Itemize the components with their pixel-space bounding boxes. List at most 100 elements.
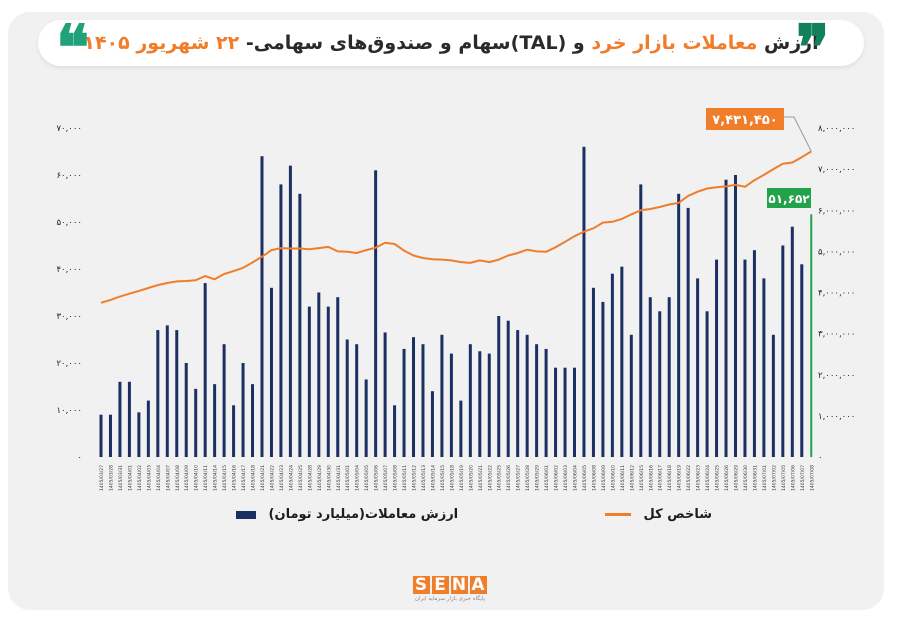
x-axis-tick-label: 1405/04/11: [203, 465, 209, 491]
bar: [752, 250, 756, 457]
x-axis-tick-label: 1405/05/06: [374, 465, 380, 491]
x-axis-tick-label: 1405/06/09: [601, 465, 607, 491]
index-callout-leader: [784, 116, 812, 152]
bar: [184, 363, 188, 457]
x-axis-tick-label: 1405/04/30: [326, 465, 332, 491]
bar: [241, 363, 245, 457]
bar: [610, 273, 614, 457]
x-axis-tick-label: 1405/04/24: [288, 465, 294, 491]
left-axis-tick-label: ۳۰,۰۰۰: [56, 312, 82, 322]
bar: [639, 184, 643, 457]
x-axis-tick-label: 1405/06/23: [696, 465, 702, 491]
bar: [317, 292, 321, 457]
x-axis-tick-label: 1405/04/29: [317, 465, 323, 491]
x-axis-tick-label: 1405/04/28: [307, 465, 313, 491]
x-axis-tick-label: 1405/05/11: [402, 465, 408, 491]
x-axis-tick-label: 1405/05/22: [487, 465, 493, 491]
x-axis-tick-label: 1405/04/02: [137, 465, 143, 491]
bar: [279, 184, 283, 457]
bar: [724, 179, 728, 457]
bar: [99, 414, 103, 457]
left-axis-tick-label: ۷۰,۰۰۰: [56, 124, 82, 134]
bar: [516, 330, 520, 457]
bar: [146, 400, 150, 457]
bar: [715, 259, 719, 457]
x-axis-tick-label: 1405/05/15: [440, 465, 446, 491]
bar: [402, 348, 406, 457]
bar: [535, 344, 539, 457]
bar: [629, 334, 633, 457]
bar: [733, 175, 737, 457]
x-axis-tick-label: 1405/03/28: [108, 465, 114, 491]
x-axis-tick-label: 1405/05/26: [506, 465, 512, 491]
bar: [440, 334, 444, 457]
bar: [762, 278, 766, 457]
right-axis-tick-label: ۱,۰۰۰,۰۰۰: [818, 412, 855, 422]
left-axis-tick-label: ۶۰,۰۰۰: [56, 171, 82, 181]
x-axis-tick-label: 1405/04/09: [184, 465, 190, 491]
chart-title: ارزش معاملات بازار خرد و (TAL)سهام و صند…: [38, 20, 864, 66]
bar: [686, 207, 690, 457]
logo-letter: N: [451, 575, 468, 595]
x-axis-tick-label: 1405/04/23: [279, 465, 285, 491]
bar: [137, 412, 141, 457]
bar: [430, 391, 434, 457]
bar: [156, 330, 160, 457]
bar: [705, 311, 709, 457]
legend-bars-swatch: [236, 510, 256, 519]
bar: [506, 320, 510, 457]
bar: [421, 344, 425, 457]
right-axis-tick-label: ۸,۰۰۰,۰۰۰: [818, 124, 855, 134]
x-axis-tick-label: 1405/06/02: [554, 465, 560, 491]
x-axis-tick-label: 1405/06/30: [743, 465, 749, 491]
left-axis-tick-label: ۰: [77, 453, 82, 463]
logo-tagline: پایگاه خبری بازار سرمایه ایران: [414, 596, 486, 602]
right-axis-tick-label: ۷,۰۰۰,۰۰۰: [818, 165, 855, 175]
bar: [554, 367, 558, 457]
bar: [648, 297, 652, 457]
legend-line-swatch: [605, 513, 631, 516]
right-axis-tick-label: ۴,۰۰۰,۰۰۰: [818, 289, 855, 299]
bar: [743, 259, 747, 457]
x-axis-tick-label: 1405/05/19: [459, 465, 465, 491]
bar: [449, 353, 453, 457]
x-axis-tick-label: 1405/06/25: [715, 465, 721, 491]
bar: [118, 381, 122, 457]
x-axis-tick-label: 1405/06/12: [629, 465, 635, 491]
quote-close-icon: ❝: [56, 11, 90, 84]
x-axis-tick-label: 1405/06/26: [724, 465, 730, 491]
x-axis-tick-label: 1405/06/11: [620, 465, 626, 491]
bar: [810, 214, 813, 457]
x-axis-tick-label: 1405/05/20: [468, 465, 474, 491]
legend-line: شاخص کل: [605, 507, 712, 522]
x-axis-tick-label: 1405/06/17: [658, 465, 664, 491]
x-axis-tick-label: 1405/04/22: [269, 465, 275, 491]
x-axis-tick-label: 1405/05/07: [383, 465, 389, 491]
bar: [667, 297, 671, 457]
bar: [127, 381, 131, 457]
bar: [412, 337, 416, 457]
x-axis-tick-label: 1405/06/24: [705, 465, 711, 491]
bar: [591, 287, 595, 457]
x-axis-tick-label: 1405/05/29: [535, 465, 541, 491]
bar: [175, 330, 179, 457]
index-line: [100, 150, 812, 304]
logo-letter: A: [470, 575, 487, 595]
x-axis-tick-label: 1405/07/01: [762, 465, 768, 491]
left-axis-tick-label: ۴۰,۰۰۰: [56, 265, 82, 275]
x-axis-tick-label: 1405/04/18: [251, 465, 257, 491]
x-axis-tick-label: 1405/04/10: [194, 465, 200, 491]
x-axis-tick-label: 1405/07/07: [800, 465, 806, 491]
x-axis-tick-label: 1405/03/27: [99, 465, 105, 491]
x-axis-tick-label: 1405/05/18: [449, 465, 455, 491]
bar: [194, 388, 198, 457]
x-axis-tick-label: 1405/04/07: [165, 465, 171, 491]
bar: [677, 193, 681, 458]
x-axis-tick-label: 1405/04/01: [127, 465, 133, 491]
bar: [383, 332, 387, 457]
bar: [487, 353, 491, 457]
x-axis-tick-label: 1405/07/05: [781, 465, 787, 491]
bar: [478, 351, 482, 457]
